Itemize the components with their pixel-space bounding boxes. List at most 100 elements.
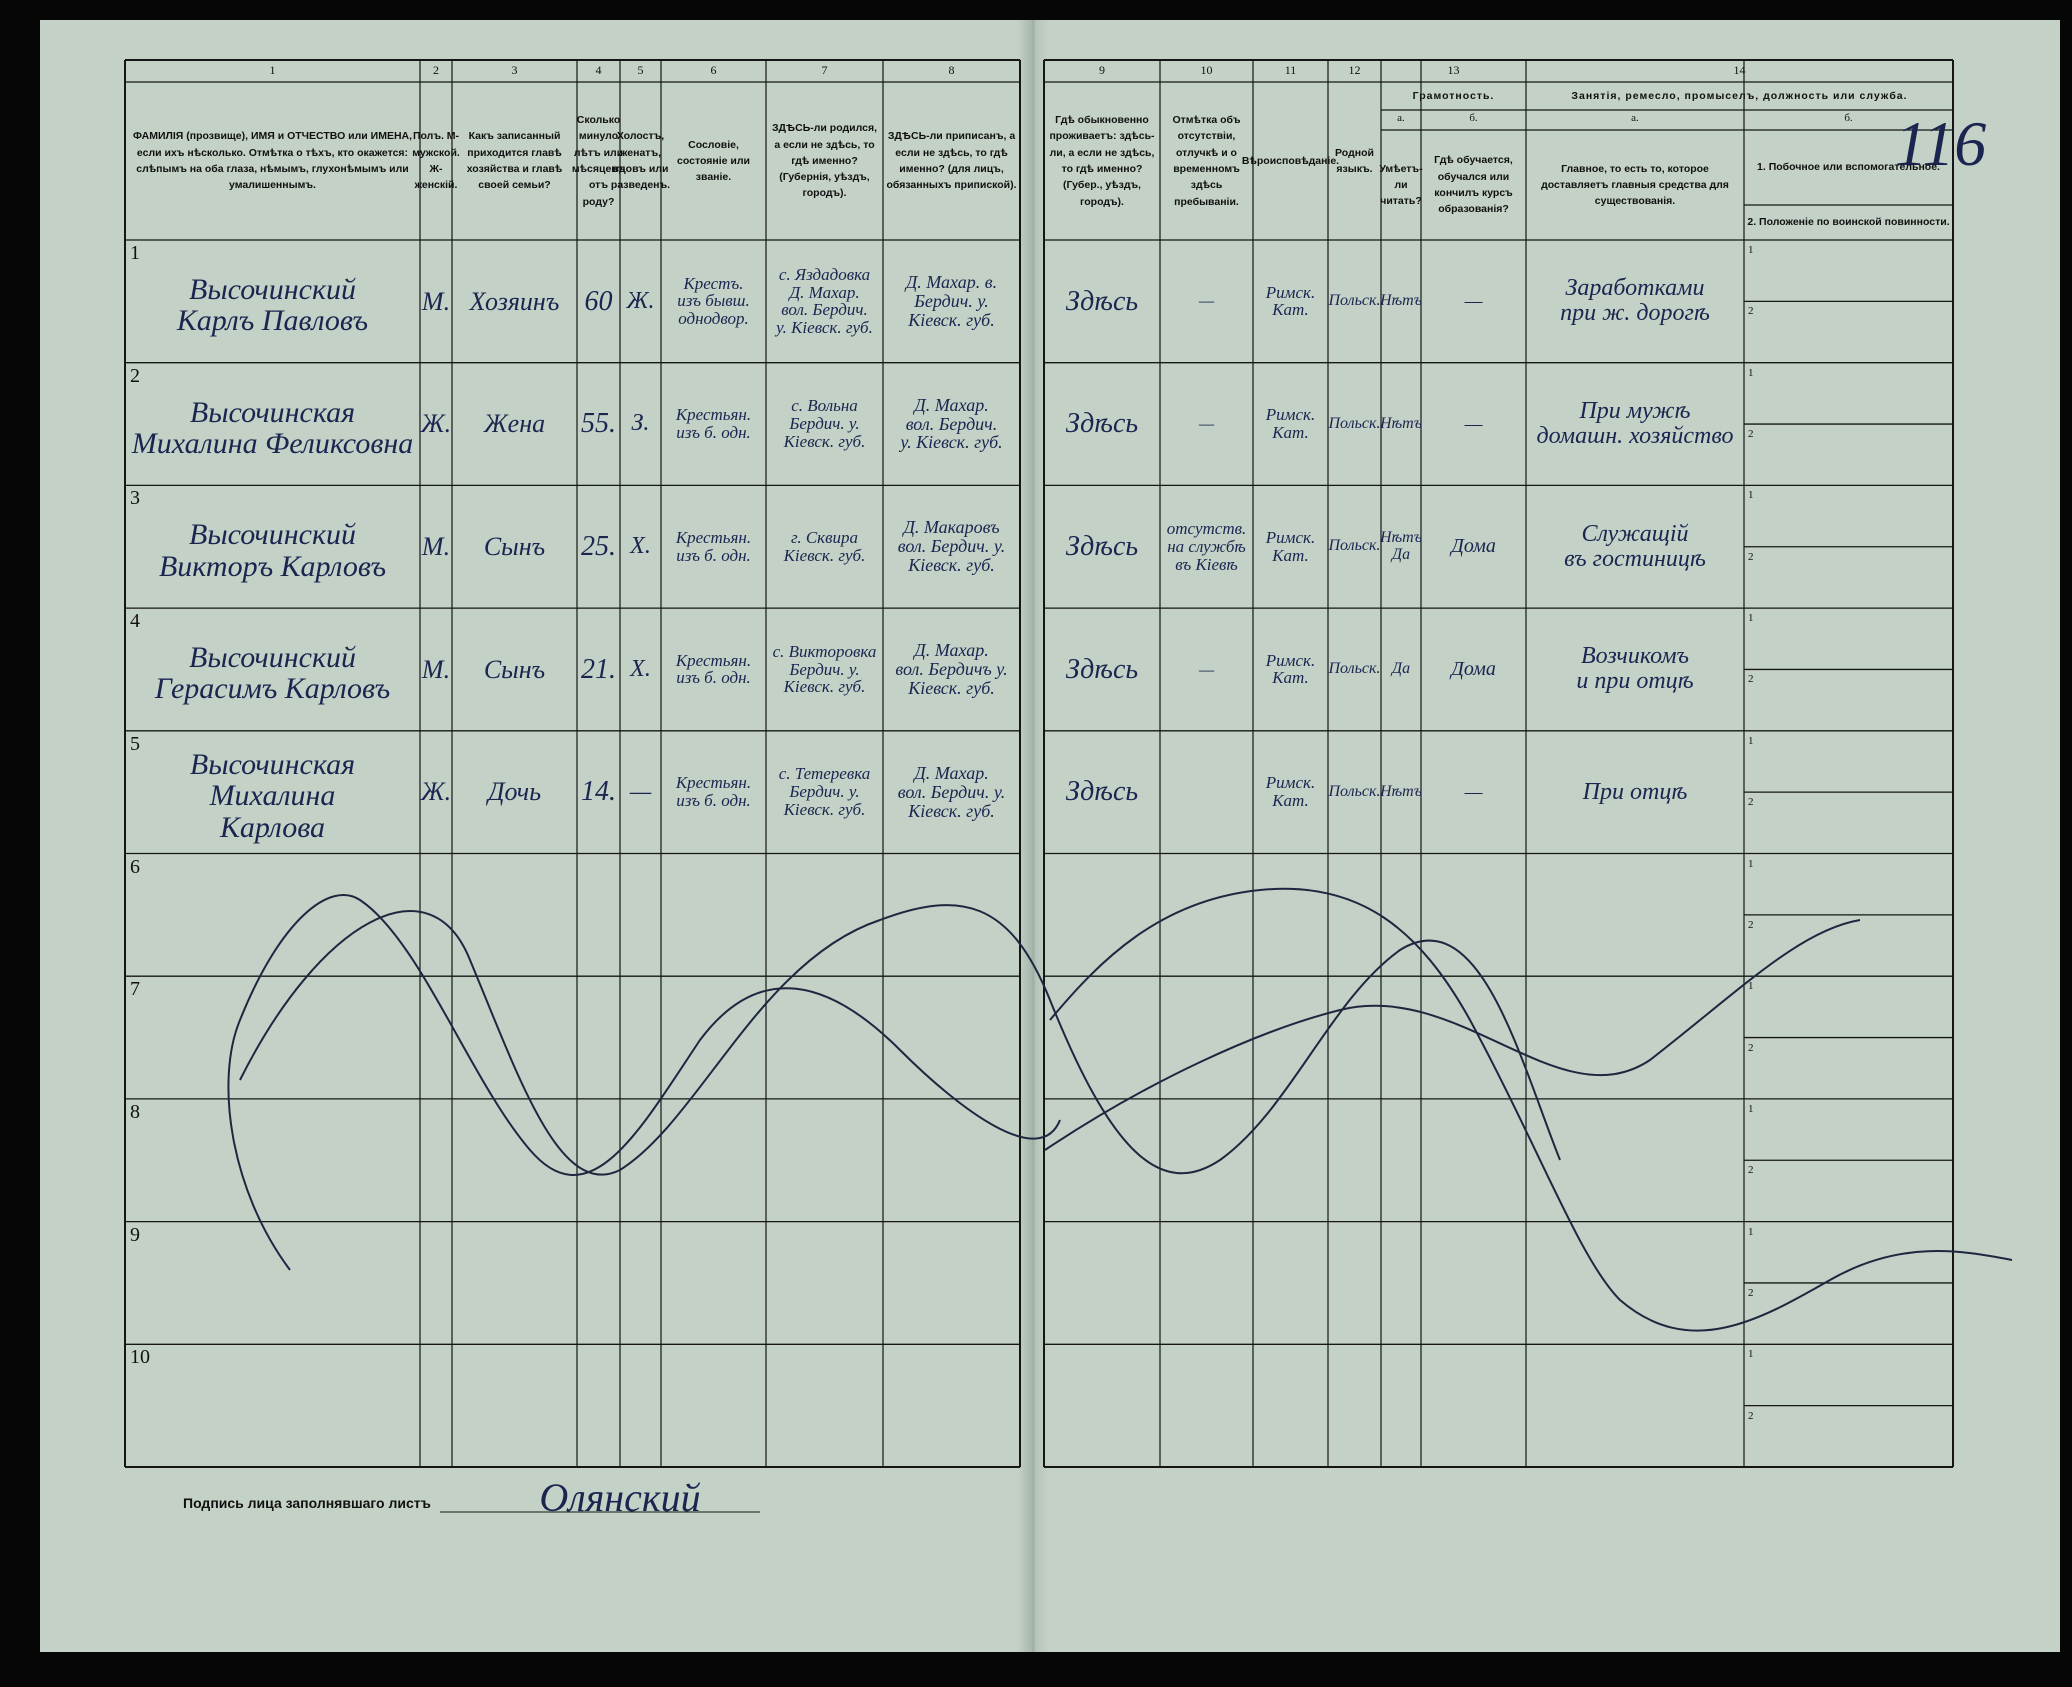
sub-column-label: б. [1844, 112, 1853, 124]
cancel-curves [227, 887, 2013, 1332]
subline-number: 2 [1748, 1164, 1754, 1177]
handwritten-marital: Ж. [626, 287, 655, 314]
handwritten-sex: М. [421, 532, 451, 562]
handwritten-relation: Сынъ [483, 654, 546, 684]
handwritten-sex: М. [421, 654, 451, 684]
handwritten-occupation: При отцѣ [1582, 778, 1688, 805]
handwritten-language: Польск. [1328, 291, 1381, 309]
column-number: 7 [821, 63, 828, 77]
handwritten-literacy: Нѣтъ [1379, 291, 1423, 309]
row-number: 1 [130, 242, 140, 264]
handwritten-religion: Римск. Кат. [1265, 282, 1316, 320]
column-header: Какъ записанный приходится главѣ хозяйст… [466, 130, 563, 192]
handwritten-absence: — [1198, 414, 1215, 434]
handwritten-literacy: Нѣтъ [1379, 414, 1423, 432]
row-number: 10 [130, 1346, 150, 1369]
handwritten-estate: Крестьян. изъ б. одн. [675, 527, 752, 565]
subline-number: 2 [1748, 428, 1754, 441]
handwritten-residence: Здѣсь [1065, 776, 1139, 808]
handwritten-birthplace: с. Вольна Бердич. у. Кіевск. губ. [783, 396, 866, 451]
column-number: 9 [1099, 63, 1105, 77]
subline-number: 2 [1748, 673, 1754, 686]
handwritten-literacy: Нѣтъ [1379, 782, 1423, 800]
column-number: 6 [710, 63, 717, 77]
handwritten-occupation: Служащій въ гостиницѣ [1564, 520, 1706, 572]
column-number: 1 [269, 63, 276, 77]
handwritten-birthplace: г. Сквира Кіевск. губ. [783, 527, 866, 565]
sub-column-header: Умѣетъ-ли читать? [1379, 162, 1423, 208]
subline-number: 1 [1748, 1348, 1754, 1361]
subline-number: 1 [1748, 980, 1754, 993]
subline-number: 2 [1748, 1041, 1754, 1054]
row-number: 9 [130, 1223, 140, 1246]
sub-column-header: 2. Положеніе по воинской повинности. [1747, 216, 1950, 229]
column-number: 12 [1348, 63, 1361, 77]
handwritten-name: Высочинская Михалина Карлова [189, 747, 356, 844]
signature-label: Подпись лица заполнявшаго листъ [183, 1495, 431, 1512]
subline-number: 2 [1748, 918, 1754, 931]
handwritten-religion: Римск. Кат. [1265, 773, 1316, 811]
column-number: 4 [595, 63, 602, 77]
handwritten-sex: Ж. [420, 409, 452, 439]
column-header: ЗДѢСЬ-ли родился, а если не здѣсь, то гд… [771, 122, 878, 200]
subline-number: 2 [1748, 1409, 1754, 1422]
column-number: 10 [1200, 63, 1213, 77]
handwritten-registration: Д. Махар. вол. Бердичъ у. Кіевск. губ. [895, 640, 1008, 698]
handwritten-education: — [1464, 780, 1483, 803]
handwritten-absence: отсутств. на службѣ въ Кіевѣ [1166, 518, 1247, 574]
handwritten-education: Дома [1451, 535, 1496, 558]
handwritten-age: 21. [581, 653, 616, 685]
handwritten-occupation: Возчикомъ и при отцѣ [1576, 643, 1694, 695]
row-number: 7 [130, 978, 140, 1001]
handwritten-age: 25. [581, 531, 616, 563]
row-number: 6 [130, 855, 140, 878]
handwritten-literacy: Нѣтъ Да [1379, 528, 1423, 563]
handwritten-name: Высочинская Михалина Феликсовна [131, 395, 414, 461]
column-number: 3 [511, 63, 518, 77]
handwritten-estate: Крестьян. изъ б. одн. [675, 650, 752, 688]
handwritten-registration: Д. Махар. в. Бердич. у. Кіевск. губ. [905, 272, 998, 330]
handwritten-education: — [1464, 289, 1483, 312]
subline-number: 1 [1748, 857, 1754, 870]
column-number: 2 [433, 63, 439, 77]
handwritten-education: — [1464, 412, 1483, 435]
sub-column-label: а. [1397, 112, 1405, 124]
subline-number: 2 [1748, 796, 1754, 809]
handwritten-education: Дома [1451, 657, 1496, 680]
handwritten-residence: Здѣсь [1065, 531, 1139, 563]
paper [40, 20, 2060, 1652]
subline-number: 1 [1748, 244, 1754, 256]
subline-number: 1 [1748, 366, 1754, 379]
handwritten-occupation: Заработками при ж. дорогѣ [1560, 275, 1710, 327]
handwritten-registration: Д. Макаровъ вол. Бердич. у. Кіевск. губ. [897, 517, 1006, 576]
handwritten-name: Высочинский Герасимъ Карловъ [154, 640, 391, 706]
handwritten-estate: Крестьян. изъ б. одн. [675, 405, 752, 443]
column-number: 13 [1447, 63, 1460, 77]
subline-number: 1 [1748, 612, 1754, 625]
handwritten-residence: Здѣсь [1065, 408, 1139, 440]
subline-number: 1 [1748, 1225, 1754, 1238]
column-group-header: Грамотность. [1412, 89, 1495, 102]
handwritten-absence: — [1198, 659, 1215, 679]
column-number: 8 [948, 63, 955, 77]
column-number: 5 [637, 63, 644, 77]
column-header: ЗДѢСЬ-ли приписанъ, а если не здѣсь, то … [886, 130, 1017, 192]
row-number: 5 [130, 732, 140, 755]
handwritten-sex: Ж. [420, 777, 452, 807]
handwritten-marital: — [629, 778, 652, 805]
row-number: 8 [130, 1100, 140, 1123]
column-header: Родной языкъ. [1335, 146, 1374, 175]
sub-column-header: Гдѣ обучается, обучался или кончилъ курс… [1434, 154, 1513, 216]
subline-number: 1 [1748, 1102, 1754, 1115]
handwritten-absence: — [1198, 291, 1215, 311]
subline-number: 2 [1748, 1286, 1754, 1299]
handwritten-religion: Римск. Кат. [1265, 650, 1316, 688]
handwritten-registration: Д. Махар. вол. Бердич. у. Кіевск. губ. [900, 394, 1003, 453]
handwritten-residence: Здѣсь [1065, 285, 1139, 317]
handwritten-marital: Х. [630, 533, 651, 560]
handwritten-name: Высочинский Карлъ Павловъ [176, 272, 369, 338]
column-header: Сословіе, состояніе или званіе. [677, 138, 750, 184]
handwritten-registration: Д. Махар. вол. Бердич. у. Кіевск. губ. [897, 762, 1006, 821]
column-number: 14 [1733, 63, 1746, 77]
